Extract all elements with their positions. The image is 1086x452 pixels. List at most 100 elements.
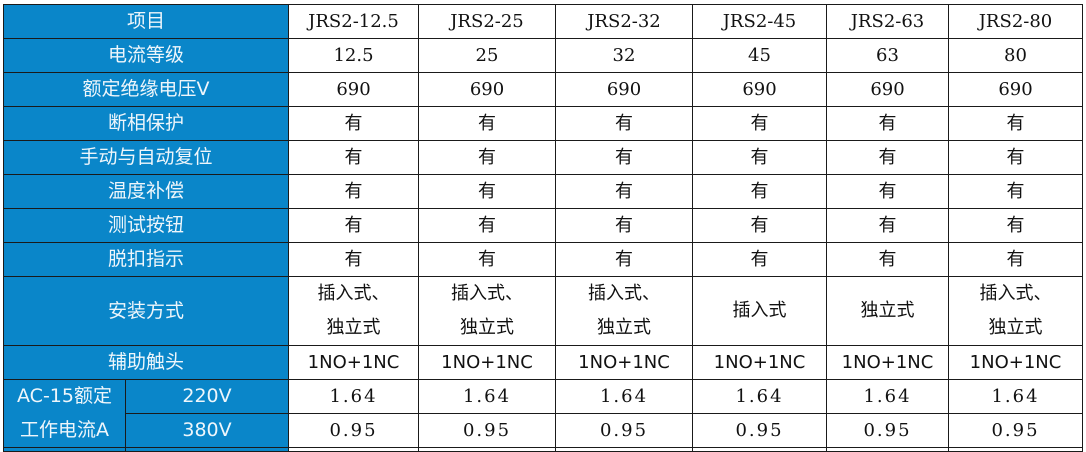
model-header-cell: JRS2-80	[948, 4, 1083, 39]
model-header-cell: JRS2-25	[418, 4, 556, 39]
row-label-cell: 额定绝缘电压V	[3, 72, 289, 107]
value-cell: 有	[418, 242, 556, 277]
value-cell: 独立式	[826, 276, 949, 346]
value-cell: 有	[826, 174, 949, 209]
value-cell: 有	[418, 174, 556, 209]
value-cell: 25	[418, 38, 556, 73]
table-row: 辅助触头 1NO+1NC 1NO+1NC 1NO+1NC 1NO+1NC 1NO+1NC 1…	[3, 345, 1083, 380]
partial-cell	[288, 447, 419, 452]
value-cell: 有	[826, 242, 949, 277]
partial-cell	[948, 447, 1083, 452]
value-cell: 有	[948, 208, 1083, 243]
table-row: 额定绝缘电压V 690 690 690 690 690 690	[3, 72, 1083, 107]
value-cell: 690	[555, 72, 693, 107]
value-cell: 有	[692, 242, 827, 277]
value-cell: 1NO+1NC	[692, 345, 827, 380]
value-cell: 有	[826, 106, 949, 141]
value-cell: 有	[692, 174, 827, 209]
value-cell: 1NO+1NC	[418, 345, 556, 380]
value-cell: 有	[288, 242, 419, 277]
table-row: 手动与自动复位有有有有有有	[3, 140, 1083, 175]
row-label-cell: 测试按钮	[3, 208, 289, 243]
header-label-cell: 项目	[3, 4, 289, 39]
value-cell: 1.64	[692, 379, 827, 414]
model-header-cell: JRS2-63	[826, 4, 949, 39]
value-cell: 有	[555, 106, 693, 141]
spec-table: 项目 JRS2-12.5 JRS2-25 JRS2-32 JRS2-45 JRS2-63 J…	[3, 4, 1083, 452]
value-cell: 1.64	[948, 379, 1083, 414]
value-cell: 1NO+1NC	[555, 345, 693, 380]
ac15-row: 工作电流A 380V 0.95 0.95 0.95 0.95 0.95 0.95	[3, 413, 1083, 448]
header-row: 项目 JRS2-12.5 JRS2-25 JRS2-32 JRS2-45 JRS2-63 J…	[3, 4, 1083, 39]
table-row: 电流等级 12.5 25 32 45 63 80	[3, 38, 1083, 73]
value-line: 插入式、	[451, 283, 523, 304]
row-label-cell: 辅助触头	[3, 345, 289, 380]
partial-cell	[3, 447, 126, 452]
voltage-cell: 380V	[125, 413, 289, 448]
value-cell: 45	[692, 38, 827, 73]
row-label-cell: 脱扣指示	[3, 242, 289, 277]
value-cell: 0.95	[288, 413, 419, 448]
value-cell: 有	[555, 174, 693, 209]
table-row: 脱扣指示有有有有有有	[3, 242, 1083, 277]
value-line: 独立式	[460, 317, 514, 338]
value-cell: 0.95	[692, 413, 827, 448]
value-cell: 有	[288, 140, 419, 175]
value-cell: 有	[948, 140, 1083, 175]
partial-cell	[826, 447, 949, 452]
ac15-row: AC-15额定 220V 1.64 1.64 1.64 1.64 1.64 1.64	[3, 379, 1083, 414]
value-cell: 有	[555, 208, 693, 243]
value-cell: 有	[555, 140, 693, 175]
model-header-cell: JRS2-12.5	[288, 4, 419, 39]
table-row: 温度补偿有有有有有有	[3, 174, 1083, 209]
table-row: 安装方式 插入式、 独立式 插入式、 独立式 插入式、 独立式 插入式 独立式 插入式、 独立式	[3, 276, 1083, 346]
model-header-cell: JRS2-32	[555, 4, 693, 39]
value-cell: 插入式、 独立式	[418, 276, 556, 346]
ac15-label-cell: 工作电流A	[3, 413, 126, 448]
value-cell: 有	[948, 242, 1083, 277]
value-line: 插入式、	[979, 283, 1052, 304]
value-cell: 0.95	[555, 413, 693, 448]
model-header-cell: JRS2-45	[692, 4, 827, 39]
value-cell: 0.95	[826, 413, 949, 448]
value-cell: 690	[692, 72, 827, 107]
value-cell: 有	[948, 174, 1083, 209]
partial-cell	[125, 447, 289, 452]
ac15-label-cell: AC-15额定	[3, 379, 126, 414]
value-cell: 690	[288, 72, 419, 107]
value-cell: 有	[555, 242, 693, 277]
value-cell: 1.64	[826, 379, 949, 414]
value-cell: 插入式	[692, 276, 827, 346]
row-label-cell: 电流等级	[3, 38, 289, 73]
value-cell: 有	[692, 106, 827, 141]
value-cell: 插入式、 独立式	[288, 276, 419, 346]
partial-cell	[555, 447, 693, 452]
row-label-cell: 断相保护	[3, 106, 289, 141]
value-cell: 690	[826, 72, 949, 107]
value-cell: 插入式、 独立式	[948, 276, 1083, 346]
value-cell: 80	[948, 38, 1083, 73]
row-label-cell: 安装方式	[3, 276, 289, 346]
value-cell: 有	[288, 208, 419, 243]
value-cell: 有	[826, 208, 949, 243]
value-cell: 有	[418, 140, 556, 175]
value-cell: 有	[948, 106, 1083, 141]
value-cell: 有	[418, 106, 556, 141]
value-cell: 有	[418, 208, 556, 243]
voltage-cell: 220V	[125, 379, 289, 414]
table-row: 断相保护有有有有有有	[3, 106, 1083, 141]
value-cell: 1.64	[418, 379, 556, 414]
value-cell: 插入式、 独立式	[555, 276, 693, 346]
value-cell: 有	[692, 208, 827, 243]
value-cell: 有	[692, 140, 827, 175]
value-cell: 有	[826, 140, 949, 175]
partial-row	[3, 447, 1083, 452]
value-cell: 12.5	[288, 38, 419, 73]
value-line: 独立式	[326, 317, 381, 338]
value-cell: 0.95	[418, 413, 556, 448]
partial-cell	[418, 447, 556, 452]
value-cell: 690	[948, 72, 1083, 107]
row-label-cell: 温度补偿	[3, 174, 289, 209]
value-cell: 有	[288, 106, 419, 141]
value-cell: 1.64	[555, 379, 693, 414]
